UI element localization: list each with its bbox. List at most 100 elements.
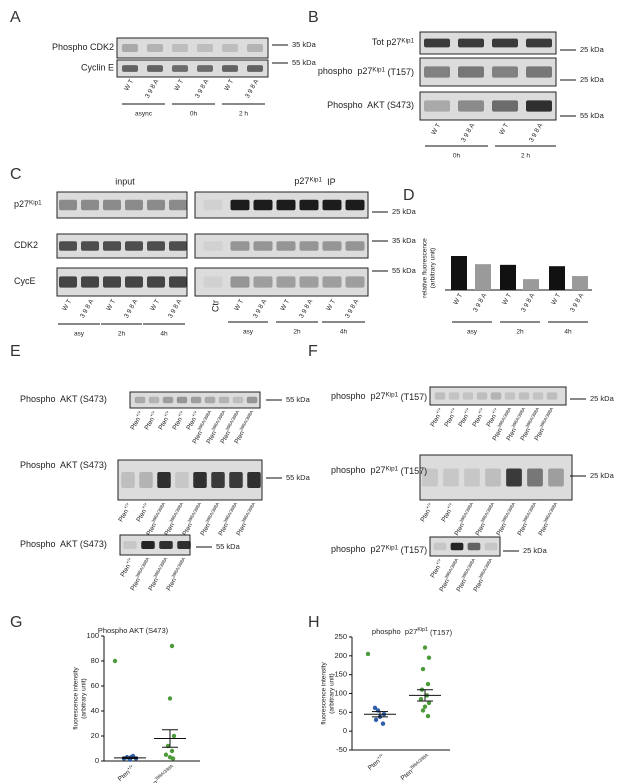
panel-letter: H: [308, 614, 320, 631]
band: [276, 199, 296, 211]
band: [103, 241, 121, 251]
lane-label-sup: +/+: [477, 406, 485, 414]
point: [169, 643, 175, 649]
band: [345, 276, 365, 288]
band: [147, 44, 163, 52]
band: [345, 199, 365, 211]
band: [345, 241, 365, 251]
blot: [429, 536, 501, 557]
row-label: phospho p27Kip1 (T157): [318, 66, 414, 77]
point: [426, 700, 432, 706]
y-tick-label: 150: [334, 670, 347, 679]
band: [246, 396, 258, 404]
y-axis-label: relative fluorescence: [422, 238, 429, 298]
band: [147, 241, 165, 251]
point: [422, 704, 428, 709]
bar: [549, 266, 565, 290]
band: [322, 276, 342, 288]
group-label: asy: [74, 331, 85, 338]
band: [526, 66, 552, 78]
row-label-pre: p27: [14, 199, 29, 209]
band: [229, 472, 243, 488]
band: [462, 392, 474, 400]
band: [526, 100, 552, 112]
band: [450, 542, 464, 551]
row-label: Phospho AKT (S473): [20, 539, 107, 549]
row-label: Cyclin E: [81, 63, 114, 73]
row-label-pre: Phospho AKT (S473): [20, 460, 107, 470]
blot: [129, 391, 261, 409]
band: [253, 199, 273, 211]
y-axis-label: fluorescence intensity: [73, 667, 80, 730]
chart-title-post: (T157): [428, 628, 453, 637]
band: [434, 392, 446, 400]
band: [59, 199, 77, 211]
band: [484, 542, 498, 551]
panel-letter: G: [10, 614, 22, 631]
lane-label: W T: [233, 298, 245, 312]
group-label: 4h: [160, 331, 168, 338]
band: [169, 276, 187, 288]
band: [230, 241, 250, 251]
blot-title: p27Kip1 IP: [294, 176, 335, 187]
marker-label: 25 kDa: [590, 394, 615, 403]
band: [81, 241, 99, 251]
lane-label: Ctr: [210, 300, 220, 312]
band: [424, 38, 450, 48]
blot: [116, 59, 269, 78]
band: [548, 468, 564, 487]
lane-label: W T: [61, 298, 73, 312]
lane-label: W T: [279, 298, 291, 312]
panel-letter: F: [308, 343, 318, 360]
band: [222, 65, 238, 72]
band: [172, 65, 188, 72]
group-label: asy: [467, 329, 478, 336]
blot: [194, 233, 369, 259]
marker-label: 55 kDa: [286, 395, 311, 404]
band: [458, 66, 484, 78]
group-label: asy: [243, 329, 254, 336]
lane-label-sup: +/+: [177, 409, 185, 417]
band: [203, 276, 223, 288]
band: [204, 396, 216, 404]
row-label: phospho p27Kip1 (T157): [331, 391, 427, 402]
band: [299, 276, 319, 288]
band: [81, 276, 99, 288]
band: [176, 396, 188, 404]
row-label: p27Kip1: [14, 199, 42, 209]
band: [492, 100, 518, 112]
group-label: 4h: [564, 329, 572, 336]
lane-label-sup: +/+: [135, 409, 143, 417]
x-tick-label-sup: +/+: [126, 763, 135, 771]
point: [425, 681, 431, 687]
lane-label-sup: +/+: [491, 406, 499, 414]
band: [125, 241, 143, 251]
band: [121, 472, 135, 488]
group-label: 0h: [190, 111, 198, 118]
band: [122, 65, 138, 72]
lane-label: W T: [501, 292, 513, 306]
point: [420, 708, 426, 713]
lane-label-sup: +/+: [123, 501, 131, 509]
band: [218, 396, 230, 404]
row-label-sup: Kip1: [386, 465, 399, 472]
band: [193, 472, 207, 488]
band: [203, 199, 223, 211]
lane-label-sup: +/+: [149, 409, 157, 417]
band: [123, 541, 137, 549]
marker-label: 25 kDa: [590, 471, 615, 480]
chart-title: Phospho AKT (S473): [98, 626, 169, 635]
row-label-pre: Phospho AKT (S473): [20, 394, 107, 404]
row-label-pre: phospho p27: [331, 465, 386, 475]
point: [422, 645, 428, 650]
band: [177, 541, 191, 549]
y-tick-label: 60: [91, 681, 99, 690]
band: [159, 541, 173, 549]
band: [299, 199, 319, 211]
panel-letter: A: [10, 9, 21, 26]
y-tick-label: 0: [95, 756, 99, 765]
blot: [56, 267, 188, 297]
band: [139, 472, 153, 488]
band: [433, 542, 447, 551]
